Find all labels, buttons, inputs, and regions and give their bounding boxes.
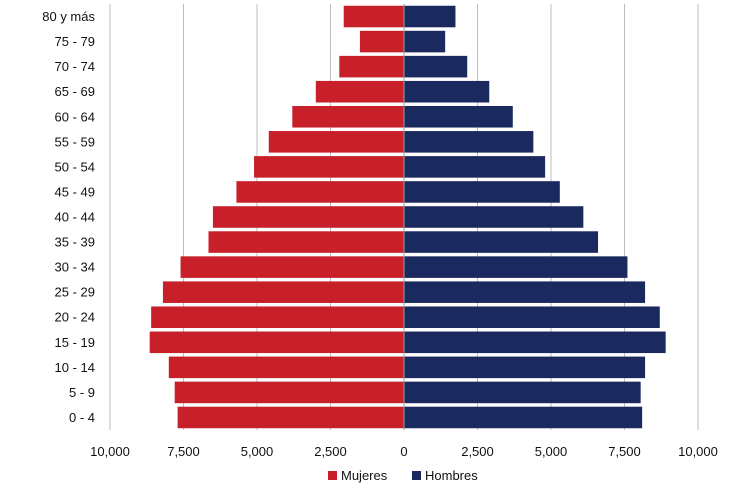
bar-hombres bbox=[404, 105, 513, 128]
x-tick-label: 5,000 bbox=[535, 444, 568, 459]
legend-swatch bbox=[328, 471, 337, 480]
bar-hombres bbox=[404, 206, 584, 228]
x-tick-label: 2,500 bbox=[314, 444, 347, 459]
bar-mujeres bbox=[339, 55, 404, 78]
legend-swatch bbox=[412, 471, 421, 480]
category-label: 40 - 44 bbox=[55, 210, 95, 225]
bar-hombres bbox=[404, 55, 468, 78]
bar-mujeres bbox=[162, 281, 404, 303]
bar-mujeres bbox=[212, 206, 404, 228]
category-label: 45 - 49 bbox=[55, 184, 95, 199]
bar-mujeres bbox=[180, 256, 404, 278]
x-tick-label: 7,500 bbox=[167, 444, 200, 459]
category-label: 55 - 59 bbox=[55, 134, 95, 149]
category-label: 30 - 34 bbox=[55, 260, 95, 275]
legend: Mujeres Hombres bbox=[328, 468, 478, 483]
x-tick-label: 0 bbox=[400, 444, 407, 459]
bar-hombres bbox=[404, 331, 666, 354]
bar-mujeres bbox=[343, 5, 404, 28]
bar-hombres bbox=[404, 256, 628, 278]
category-label: 75 - 79 bbox=[55, 34, 95, 49]
x-tick-label: 10,000 bbox=[90, 444, 130, 459]
category-label: 60 - 64 bbox=[55, 109, 95, 124]
bar-mujeres bbox=[236, 181, 404, 203]
category-label: 25 - 29 bbox=[55, 285, 95, 300]
category-label: 15 - 19 bbox=[55, 335, 95, 350]
bar-hombres bbox=[404, 131, 534, 153]
bar-mujeres bbox=[208, 231, 404, 253]
category-label: 10 - 14 bbox=[55, 360, 95, 375]
bar-mujeres bbox=[359, 30, 404, 53]
bar-mujeres bbox=[315, 80, 404, 103]
bar-mujeres bbox=[292, 105, 404, 128]
bar-mujeres bbox=[151, 306, 404, 329]
bar-hombres bbox=[404, 356, 646, 379]
bar-hombres bbox=[404, 406, 643, 429]
bar-mujeres bbox=[254, 156, 404, 178]
category-label: 5 - 9 bbox=[69, 385, 95, 400]
legend-label: Mujeres bbox=[341, 468, 388, 483]
bar-mujeres bbox=[168, 356, 404, 379]
bar-hombres bbox=[404, 381, 641, 404]
category-label: 80 y más bbox=[42, 9, 95, 24]
bar-hombres bbox=[404, 281, 646, 303]
category-label: 0 - 4 bbox=[69, 410, 95, 425]
legend-label: Hombres bbox=[425, 468, 478, 483]
x-tick-label: 10,000 bbox=[678, 444, 718, 459]
category-labels: 80 y más 75 - 79 70 - 74 65 - 69 60 - 64 55 -… bbox=[42, 9, 95, 425]
bar-mujeres bbox=[174, 381, 404, 404]
bar-hombres bbox=[404, 231, 599, 253]
bar-mujeres bbox=[177, 406, 404, 429]
bar-hombres bbox=[404, 156, 546, 178]
x-tick-label: 5,000 bbox=[241, 444, 274, 459]
bar-hombres bbox=[404, 30, 446, 53]
category-label: 65 - 69 bbox=[55, 84, 95, 99]
x-axis-ticks: 10,000 7,500 5,000 2,500 0 2,500 5,000 7,500 10,… bbox=[90, 444, 718, 459]
x-tick-label: 2,500 bbox=[461, 444, 494, 459]
bar-hombres bbox=[404, 181, 560, 203]
category-label: 20 - 24 bbox=[55, 310, 95, 325]
bar-mujeres bbox=[149, 331, 404, 354]
bar-hombres bbox=[404, 5, 456, 28]
x-tick-label: 7,500 bbox=[608, 444, 641, 459]
bar-mujeres bbox=[268, 131, 404, 153]
bar-hombres bbox=[404, 306, 660, 329]
bars bbox=[149, 4, 666, 430]
bar-hombres bbox=[404, 80, 490, 103]
category-label: 35 - 39 bbox=[55, 235, 95, 250]
category-label: 70 - 74 bbox=[55, 59, 95, 74]
category-label: 50 - 54 bbox=[55, 159, 95, 174]
